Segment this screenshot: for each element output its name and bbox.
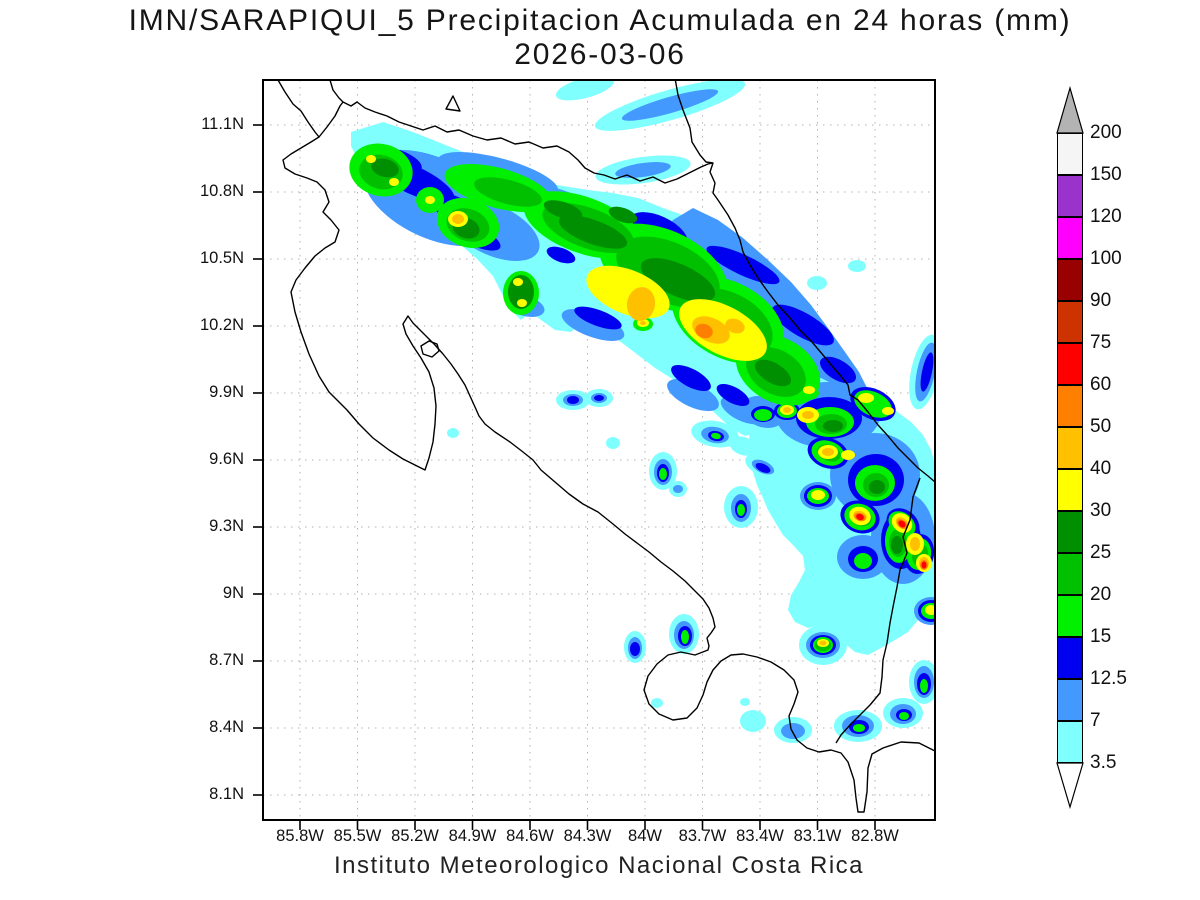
legend-level-label: 150 — [1090, 164, 1122, 185]
legend-level-label: 12.5 — [1090, 668, 1127, 689]
pacific-coastline — [277, 80, 935, 813]
x-axis-label: 83.1W — [793, 827, 842, 845]
footer-text: Instituto Meteorologico Nacional Costa R… — [333, 852, 865, 879]
precipitation-map — [253, 79, 936, 830]
map-frame — [262, 79, 936, 821]
legend-color-box — [1057, 595, 1083, 637]
legend-level-label: 7 — [1090, 710, 1101, 731]
legend-color-box — [1057, 553, 1083, 595]
legend-color-box — [1057, 133, 1083, 175]
panama-border — [835, 477, 921, 744]
coastline — [277, 80, 935, 813]
legend-level-label: 20 — [1090, 584, 1112, 605]
y-axis-label: 8.1N — [209, 785, 244, 803]
legend-color-box — [1057, 259, 1083, 301]
x-axis-label: 82.8W — [851, 827, 899, 845]
legend-color-box — [1057, 175, 1083, 217]
legend-under-arrow — [1056, 762, 1084, 810]
x-axis-label: 85.2W — [391, 827, 439, 845]
legend-level-label: 200 — [1090, 122, 1122, 143]
y-axis-label: 9.3N — [209, 517, 244, 535]
y-axis-label: 10.8N — [199, 182, 244, 200]
x-axis-label: 84.9W — [448, 827, 497, 845]
legend-level-label: 25 — [1090, 542, 1112, 563]
y-axis: 11.1N 10.8N 10.5N 10.2N 9.9N 9.6N 9.3N 9N 8.7N 8.… — [178, 80, 250, 820]
y-axis-label: 9.6N — [209, 450, 244, 468]
legend-level-label: 75 — [1090, 332, 1112, 353]
title-line-2: 2026-03-06 — [514, 38, 686, 71]
gulf-island — [420, 340, 440, 358]
x-axis-label: 85.8W — [276, 827, 324, 845]
x-axis-label: 83.4W — [736, 827, 784, 845]
precip-level-60-75 — [856, 513, 927, 569]
x-axis-label: 84.3W — [563, 827, 612, 845]
x-axis: 85.8W 85.5W 85.2W 84.9W 84.6W 84.3W 84W 83.7W 83… — [263, 827, 935, 849]
legend-level-label: 90 — [1090, 290, 1112, 311]
legend-level-label: 60 — [1090, 374, 1112, 395]
legend-level-label: 30 — [1090, 500, 1112, 521]
legend-level-label: 50 — [1090, 416, 1112, 437]
legend-color-box — [1057, 343, 1083, 385]
legend-arrows — [1056, 85, 1084, 810]
x-axis-label: 83.7W — [678, 827, 727, 845]
y-axis-label: 10.2N — [199, 316, 244, 334]
legend-level-label: 120 — [1090, 206, 1122, 227]
y-axis-label: 10.5N — [199, 249, 244, 267]
border-link — [318, 101, 344, 138]
title-line-1: IMN/SARAPIQUI_5 Precipitacion Acumulada … — [128, 4, 1072, 37]
legend-color-box — [1057, 217, 1083, 259]
nicaragua-border — [329, 80, 714, 184]
legend-color-box — [1057, 385, 1083, 427]
y-axis-label: 9.9N — [209, 383, 244, 401]
caribbean-coastline — [674, 80, 935, 483]
y-axis-label: 8.4N — [209, 718, 244, 736]
axis-ticks — [253, 124, 876, 830]
x-axis-label: 84W — [628, 827, 662, 845]
y-axis-label: 9N — [222, 584, 244, 602]
legend-over-arrow — [1056, 85, 1084, 134]
legend-level-label: 100 — [1090, 248, 1122, 269]
lake-island — [445, 95, 461, 112]
y-axis-label: 11.1N — [201, 115, 244, 133]
legend-color-box — [1057, 511, 1083, 553]
y-axis-label: 8.7N — [209, 651, 244, 669]
x-axis-label: 85.5W — [333, 827, 382, 845]
legend-color-box — [1057, 427, 1083, 469]
legend-color-box — [1057, 301, 1083, 343]
precipitation-map-canvas — [253, 79, 936, 830]
legend: 200 150 120 100 90 75 60 50 40 30 25 20 15 12.5 7 3.5 — [1050, 80, 1200, 830]
legend-color-box — [1057, 637, 1083, 679]
legend-color-box — [1057, 679, 1083, 721]
x-axis-label: 84.6W — [506, 827, 554, 845]
chart-title: IMN/SARAPIQUI_5 Precipitacion Acumulada … — [0, 4, 1200, 72]
legend-level-label: 15 — [1090, 626, 1112, 647]
legend-level-label: 40 — [1090, 458, 1112, 479]
legend-level-label: 3.5 — [1090, 752, 1117, 773]
legend-color-box — [1057, 469, 1083, 511]
